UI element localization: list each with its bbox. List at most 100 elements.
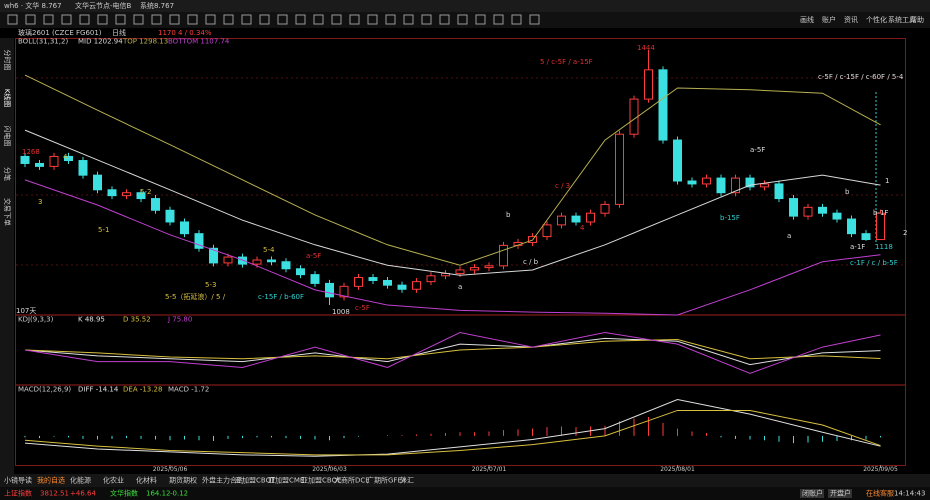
- candle-body: [20, 155, 30, 164]
- wh-value: 164.12: [146, 490, 171, 498]
- wave-label: c / b: [523, 258, 539, 266]
- candle-body: [571, 215, 581, 223]
- tab[interactable]: 期货期权: [169, 476, 197, 485]
- candle-body: [209, 247, 218, 264]
- menu-item[interactable]: 帮助: [910, 15, 924, 24]
- tool-icon[interactable]: [133, 14, 144, 25]
- tool-icon[interactable]: [223, 14, 234, 25]
- tool-icon[interactable]: [457, 14, 468, 25]
- button[interactable]: [800, 489, 824, 498]
- candle-body: [557, 215, 566, 226]
- tool-icon[interactable]: [277, 14, 288, 25]
- candle-body: [339, 285, 349, 298]
- tab[interactable]: 亚加盟CME: [268, 476, 304, 485]
- tool-icon[interactable]: [385, 14, 396, 25]
- tab[interactable]: 外盘主力合约: [202, 476, 244, 485]
- symbol: 玻璃2601 (CZCE FG601): [18, 28, 102, 37]
- candle-body: [165, 209, 175, 223]
- wave-label: a-5F: [306, 252, 321, 260]
- button[interactable]: [828, 489, 852, 498]
- tool-icon[interactable]: [79, 14, 90, 25]
- candle-body: [122, 192, 131, 197]
- candle-body: [542, 224, 552, 238]
- wave-label: 2: [903, 229, 907, 237]
- candle-body: [673, 139, 682, 182]
- side-tab[interactable]: 分时图: [3, 50, 12, 71]
- tab[interactable]: 大商所DCE: [334, 476, 370, 485]
- menu-item[interactable]: 个性化: [866, 15, 887, 24]
- tool-icon[interactable]: [295, 14, 306, 25]
- tool-icon[interactable]: [529, 14, 540, 25]
- candle-body: [397, 284, 407, 290]
- service[interactable]: 在线客服: [866, 489, 894, 498]
- indicator-title: KDJ(9,3,3): [18, 316, 54, 324]
- tool-icon[interactable]: [313, 14, 324, 25]
- tool-icon[interactable]: [511, 14, 522, 25]
- tool-icon[interactable]: [367, 14, 378, 25]
- date-label: 2025/06/03: [312, 466, 347, 473]
- legend-entry: J 75.80: [167, 316, 192, 324]
- tab[interactable]: 广期所GFEX: [367, 476, 407, 485]
- tool-icon[interactable]: [43, 14, 54, 25]
- close-account[interactable]: 闭账户: [802, 489, 823, 498]
- tool-icon[interactable]: [61, 14, 72, 25]
- side-tab[interactable]: 交易下单: [3, 198, 12, 226]
- index-change: +46.64: [70, 490, 96, 498]
- tab[interactable]: 我的自选: [37, 476, 65, 485]
- tool-icon[interactable]: [205, 14, 216, 25]
- side-tab[interactable]: 闪电图: [3, 126, 12, 147]
- side-tab[interactable]: 分笔: [3, 167, 12, 181]
- candle-body: [281, 261, 291, 270]
- tool-icon[interactable]: [349, 14, 360, 25]
- tool-icon[interactable]: [403, 14, 414, 25]
- candle-body: [615, 133, 624, 205]
- tab[interactable]: 化能源: [70, 476, 91, 485]
- tool-icon[interactable]: [259, 14, 270, 25]
- menu-item[interactable]: 资讯: [844, 15, 858, 24]
- open-account[interactable]: 开盘户: [830, 489, 851, 498]
- tool-icon[interactable]: [7, 14, 18, 25]
- tool-icon[interactable]: [475, 14, 486, 25]
- indicator-line: [24, 399, 881, 457]
- tool-icon[interactable]: [97, 14, 108, 25]
- candle-body: [412, 281, 421, 290]
- wave-label: 1118: [875, 243, 893, 251]
- candle-body: [78, 160, 88, 176]
- tab[interactable]: 亚加盟CBOE: [301, 476, 342, 485]
- tab[interactable]: 化农业: [103, 476, 124, 485]
- menu-item[interactable]: 画线: [800, 15, 814, 24]
- tool-icon[interactable]: [241, 14, 252, 25]
- menu-item[interactable]: 系统工具: [888, 15, 916, 24]
- tab[interactable]: 外汇: [400, 476, 414, 485]
- wave-label: 3: [38, 198, 42, 206]
- app-title: wh6 · 文华 8.767: [4, 1, 62, 10]
- wave-label: 5-4: [263, 246, 275, 254]
- tool-icon[interactable]: [115, 14, 126, 25]
- tool-icon[interactable]: [421, 14, 432, 25]
- indicator-line: [24, 129, 881, 276]
- candle-body: [223, 256, 233, 264]
- chart-header: [0, 28, 930, 38]
- clock: 14:14:43: [894, 490, 925, 498]
- tool-icon[interactable]: [25, 14, 36, 25]
- tab[interactable]: 亚加盟CBOT: [235, 476, 276, 485]
- side-tab[interactable]: K线图: [3, 89, 12, 108]
- tool-icon[interactable]: [331, 14, 342, 25]
- tab[interactable]: 小镜导读: [4, 476, 32, 485]
- change: 4 / 0.34%: [178, 29, 212, 37]
- tool-icon[interactable]: [169, 14, 180, 25]
- tool-icon[interactable]: [151, 14, 162, 25]
- candle-body: [774, 183, 784, 200]
- menu-item[interactable]: 账户: [822, 15, 836, 24]
- tool-icon[interactable]: [439, 14, 450, 25]
- wave-label: 4: [580, 224, 585, 232]
- wave-label: 5-2: [140, 188, 151, 196]
- legend-entry: D 35.52: [123, 316, 151, 324]
- tool-icon[interactable]: [187, 14, 198, 25]
- tool-icon[interactable]: [493, 14, 504, 25]
- candle-body: [861, 233, 871, 241]
- tab[interactable]: 化材料: [136, 476, 157, 485]
- candle-body: [702, 177, 711, 185]
- legend-entry: TOP 1298.13: [122, 38, 168, 46]
- system: 系统8.767: [140, 1, 174, 10]
